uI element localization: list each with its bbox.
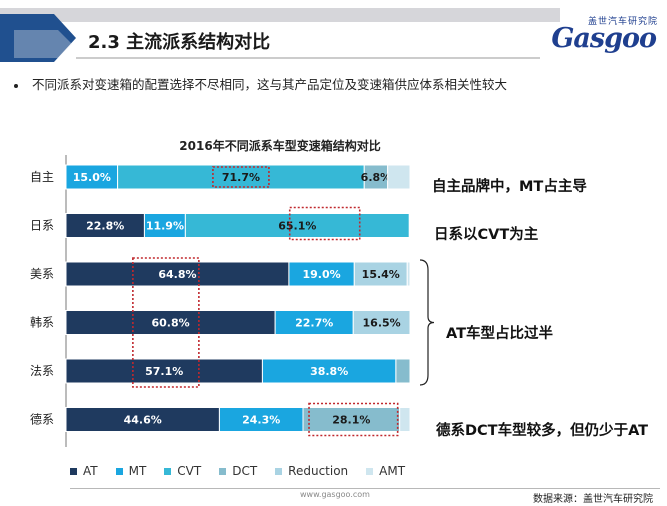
bar-segment [408,213,411,238]
legend-label: MT [128,464,147,478]
bar-segment [65,213,145,238]
data-label: 15.0% [73,171,111,184]
category-label: 日系 [30,219,54,233]
data-label: 60.8% [151,317,189,330]
legend-item: AMT [366,464,405,478]
data-label: 22.7% [295,317,333,330]
legend-label: CVT [177,464,202,478]
bar-segment [399,407,411,432]
data-label: 11.9% [146,220,184,233]
footer-divider [70,488,660,489]
data-label: 71.7% [222,171,260,184]
category-label: 美系 [30,267,54,281]
legend-label: Reduction [288,464,349,478]
legend-swatch [70,467,77,475]
bullet-point: 不同派系对变速箱的配置选择不尽相同，这与其产品定位及变速箱供应体系相关性较大 [14,74,507,93]
bar-segment [65,164,119,190]
data-label: 44.6% [124,414,162,427]
legend-label: DCT [232,464,258,478]
chart-legend: AT MT CVT DCT Reduction AMT [70,464,405,478]
data-label: 28.1% [332,414,370,427]
highlight-box [308,402,399,437]
data-label: 65.1% [278,220,316,233]
at-group-bracket [419,259,435,386]
bullet-text: 不同派系对变速箱的配置选择不尽相同，这与其产品定位及变速箱供应体系相关性较大 [32,77,508,92]
legend-swatch [219,467,227,475]
annotation-zizhu: 自主品牌中，MT占主导 [432,179,587,195]
legend-item: AT [70,464,98,478]
category-label: 德系 [30,412,54,427]
legend-item: CVT [164,464,201,478]
legend-label: AMT [379,464,406,478]
data-label: 15.4% [362,268,400,281]
legend-swatch [115,467,123,475]
data-label: 38.8% [310,365,348,378]
legend-swatch [366,467,374,475]
bar-segment [352,310,411,335]
legend-item: MT [115,464,147,478]
annotation-rixi: 日系以CVT为主 [434,227,539,243]
page-title: 2.3 主流派系结构对比 [88,32,271,53]
bar-segment [302,407,401,432]
bar-segment [395,358,411,384]
data-label: 22.8% [86,220,124,233]
bar-segment [65,261,290,287]
data-label: 64.8% [158,268,196,281]
bar-segment [65,407,220,432]
category-label: 自主 [30,170,54,184]
legend-item: DCT [219,464,257,478]
legend-item: Reduction [275,464,348,478]
legend-swatch [275,467,283,475]
bullet-dot-icon [14,83,18,88]
bar-segment [143,213,186,238]
bar-segment [387,164,411,190]
data-label: 16.5% [363,317,401,330]
bar-segment [353,261,408,287]
bar-segment [218,407,304,432]
bar-segment [274,310,354,335]
chart-title: 2016年不同派系车型变速箱结构对比 [179,139,381,153]
bar-segment [184,213,410,238]
bar-segment [65,310,276,335]
footer-url: www.gasgoo.com [300,490,370,499]
bar-segment [406,261,411,287]
data-label: 6.8% [361,171,392,184]
header-band [0,0,667,62]
annotation-at-group: AT车型占比过半 [446,326,553,342]
data-source: 数据来源：盖世汽车研究院 [533,494,653,505]
annotation-dexi: 德系DCT车型较多，但仍少于AT [436,423,649,439]
highlight-box [132,257,200,388]
category-label: 韩系 [30,315,54,330]
data-label: 57.1% [145,365,183,378]
category-label: 法系 [30,364,54,378]
data-label: 19.0% [303,268,341,281]
legend-swatch [164,467,172,475]
bar-segment [117,164,365,190]
logo-wordmark: Gasgoo [551,23,657,54]
legend-label: AT [83,464,98,478]
bar-segment [65,358,263,384]
gasgoo-logo: 盖世汽车研究院 Gasgoo [540,14,660,58]
data-label: 24.3% [242,414,280,427]
highlight-box [288,206,361,241]
highlight-box [212,166,270,188]
logo-subtitle: 盖世汽车研究院 [587,17,658,27]
